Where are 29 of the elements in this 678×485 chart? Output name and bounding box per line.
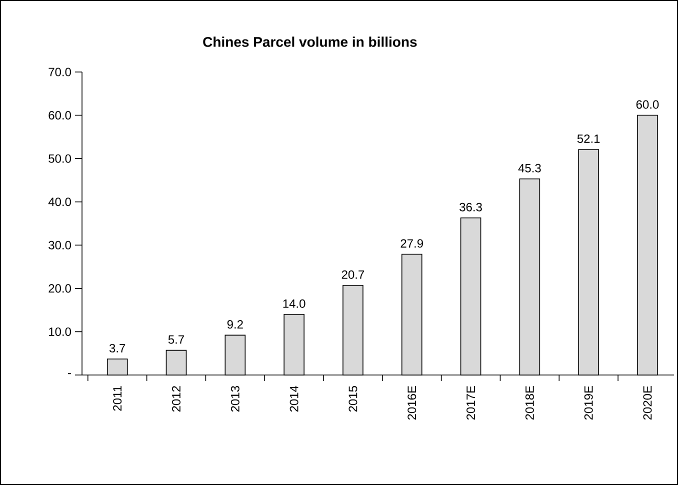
data-label: 5.7	[168, 335, 184, 344]
data-label: 27.9	[400, 239, 423, 248]
data-label: 45.3	[518, 164, 541, 172]
x-tick-label: 2019E	[584, 386, 593, 420]
x-tick-label: 2016E	[408, 386, 416, 420]
data-label: 52.1	[577, 134, 600, 143]
y-tick-label: 50.0	[48, 154, 72, 163]
x-tick-label: 2014	[290, 386, 298, 412]
x-tick-label: 2018E	[525, 386, 534, 420]
data-label: 36.3	[460, 202, 482, 212]
x-tick-label: 2015	[348, 386, 358, 412]
y-tick-label: -	[68, 373, 71, 374]
x-tick-label: 2012	[172, 386, 180, 412]
data-label: 9.2	[227, 320, 243, 329]
data-label: 14.0	[283, 299, 306, 308]
y-tick-label: 10.0	[49, 327, 72, 336]
data-label: 20.7	[342, 270, 364, 279]
x-tick-label: 2017E	[466, 386, 476, 420]
chart-title: Chines Parcel volume in billions	[203, 36, 417, 47]
y-tick-label: 30.0	[48, 240, 72, 250]
x-tick-label: 2011	[113, 386, 122, 411]
y-tick-label: 60.0	[48, 111, 72, 120]
x-tick-label: 2020E	[643, 386, 652, 420]
data-label: 60.0	[636, 100, 659, 109]
y-tick-label: 70.0	[48, 68, 72, 76]
y-tick-label: 20.0	[48, 284, 72, 293]
x-tick-label: 2013	[230, 386, 240, 412]
data-label: 3.7	[109, 344, 126, 352]
y-tick-label: 40.0	[48, 198, 72, 206]
